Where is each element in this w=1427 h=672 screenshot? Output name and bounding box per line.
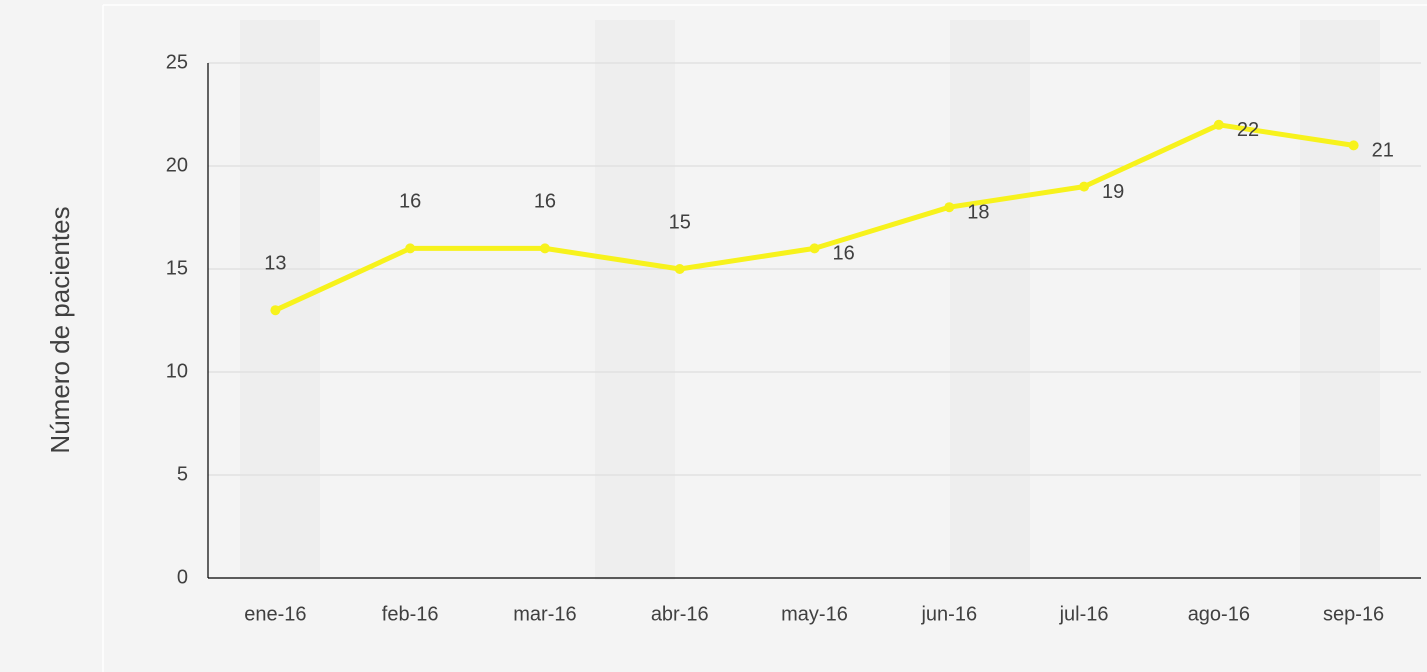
background-tile xyxy=(240,20,320,580)
data-label: 19 xyxy=(1102,181,1124,203)
x-tick-label: feb-16 xyxy=(382,603,439,625)
y-tick-label: 25 xyxy=(166,51,188,73)
data-point xyxy=(944,202,955,213)
data-point xyxy=(1348,140,1359,151)
x-tick-label: ago-16 xyxy=(1188,603,1250,625)
y-tick-label: 20 xyxy=(166,154,188,176)
data-point xyxy=(405,243,416,254)
data-label: 22 xyxy=(1237,119,1259,141)
data-label: 16 xyxy=(399,191,421,213)
x-tick-label: jul-16 xyxy=(1059,603,1109,625)
y-tick-label: 15 xyxy=(166,257,188,279)
data-point xyxy=(1213,119,1224,130)
x-tick-label: may-16 xyxy=(781,603,848,625)
data-label: 21 xyxy=(1372,140,1394,162)
x-tick-label: jun-16 xyxy=(920,603,977,625)
x-tick-label: ene-16 xyxy=(244,603,306,625)
data-point xyxy=(270,305,281,316)
y-tick-label: 0 xyxy=(177,566,188,588)
data-label: 16 xyxy=(534,191,556,213)
x-tick-label: sep-16 xyxy=(1323,603,1384,625)
background-tile xyxy=(595,20,675,580)
data-point xyxy=(539,243,550,254)
data-label: 15 xyxy=(669,211,691,233)
data-label: 18 xyxy=(967,201,989,223)
y-tick-label: 5 xyxy=(177,463,188,485)
y-axis-label: Número de pacientes xyxy=(45,206,75,453)
data-point xyxy=(674,264,685,274)
x-tick-label: mar-16 xyxy=(513,603,576,625)
data-label: 16 xyxy=(833,243,855,265)
data-point xyxy=(809,243,820,254)
data-label: 13 xyxy=(264,252,286,274)
background-tile xyxy=(950,20,1030,580)
y-tick-label: 10 xyxy=(166,360,188,382)
data-point xyxy=(1079,181,1090,192)
x-tick-label: abr-16 xyxy=(651,603,709,625)
background-tile xyxy=(1300,20,1380,580)
